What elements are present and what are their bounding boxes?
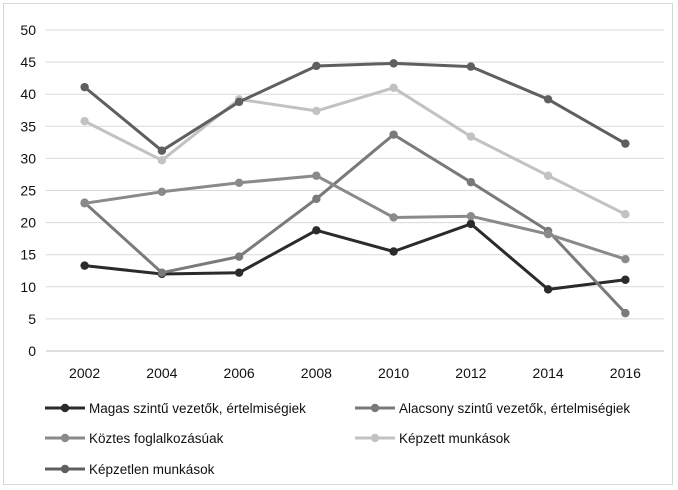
data-point	[80, 82, 89, 92]
data-point	[157, 268, 167, 277]
series-line	[84, 222, 626, 291]
data-point	[389, 83, 398, 92]
legend-item: Köztes foglalkozásúak	[45, 431, 224, 446]
y-tick-label: 50	[20, 22, 36, 38]
data-point	[466, 211, 476, 221]
series-1	[80, 219, 630, 294]
legend-label: Magas szintű vezetők, értelmiségiek	[89, 401, 306, 416]
legend-label: Köztes foglalkozásúak	[89, 431, 224, 446]
series-line	[83, 86, 627, 216]
y-tick-label: 20	[20, 215, 36, 231]
data-point	[543, 229, 553, 239]
legend-swatch-marker	[370, 403, 380, 413]
y-tick-label: 0	[28, 343, 36, 359]
y-tick-label: 5	[28, 311, 36, 327]
x-tick-label: 2002	[69, 365, 100, 381]
x-tick-label: 2006	[224, 365, 255, 381]
legend-swatch-marker	[60, 433, 70, 443]
series-line	[83, 61, 627, 153]
series-5	[80, 59, 630, 155]
data-point	[157, 156, 167, 165]
data-point	[621, 210, 630, 219]
data-point	[621, 275, 630, 284]
data-point	[80, 116, 89, 126]
data-point	[389, 130, 398, 139]
data-point	[621, 139, 630, 148]
data-point	[466, 132, 476, 141]
data-point	[466, 219, 476, 229]
data-point	[621, 308, 630, 318]
x-tick-label: 2008	[301, 365, 332, 381]
y-tick-label: 35	[20, 118, 36, 134]
data-point	[234, 268, 244, 277]
y-tick-label: 15	[20, 247, 36, 263]
series-line	[84, 174, 626, 261]
data-point	[234, 252, 244, 261]
legend-item: Alacsony szintű vezetők, értelmiségiek	[355, 401, 630, 416]
legend-item: Képzetlen munkások	[45, 462, 215, 477]
data-point	[157, 146, 167, 155]
legend-label: Képzetlen munkások	[89, 462, 215, 477]
x-tick-label: 2010	[378, 365, 409, 381]
data-point	[621, 254, 630, 264]
data-point	[389, 59, 398, 68]
legend-item: Képzett munkások	[355, 431, 510, 446]
data-point	[389, 213, 398, 222]
y-tick-label: 10	[20, 279, 36, 295]
data-point	[234, 178, 244, 187]
legend-swatch-marker	[60, 403, 70, 413]
legend: Magas szintű vezetők, értelmiségiek Alacs…	[45, 401, 630, 477]
data-point	[234, 97, 244, 107]
series-line	[83, 133, 627, 315]
y-axis: 0 5 10 15 20 25 30 35 40 45 50	[20, 22, 36, 359]
legend-label: Képzett munkások	[399, 431, 510, 446]
legend-swatch-marker	[60, 464, 70, 474]
data-point	[543, 95, 553, 104]
legend-label: Alacsony szintű vezetők, értelmiségiek	[399, 401, 630, 416]
grid	[46, 29, 664, 352]
data-point	[466, 177, 476, 187]
legend-swatch-marker	[370, 433, 380, 443]
data-point	[312, 194, 321, 204]
x-tick-label: 2016	[610, 365, 641, 381]
y-tick-label: 25	[20, 183, 36, 199]
series-group	[80, 59, 630, 318]
data-point	[80, 261, 89, 270]
data-point	[312, 106, 321, 116]
y-tick-label: 30	[20, 150, 36, 166]
data-point	[389, 247, 398, 256]
x-axis: 2002 2004 2006 2008 2010 2012 2014 2016	[69, 365, 641, 381]
legend-item: Magas szintű vezetők, értelmiségiek	[45, 401, 306, 416]
x-tick-label: 2004	[146, 365, 177, 381]
series-3	[80, 171, 630, 264]
data-point	[543, 171, 553, 180]
y-tick-label: 45	[20, 54, 36, 70]
x-tick-label: 2014	[533, 365, 564, 381]
data-point	[157, 187, 167, 196]
data-point	[466, 62, 476, 71]
data-point	[312, 61, 321, 71]
x-tick-label: 2012	[455, 365, 486, 381]
data-point	[543, 285, 553, 294]
data-point	[312, 171, 321, 180]
data-point	[312, 226, 321, 235]
data-point	[80, 199, 89, 208]
y-tick-label: 40	[20, 86, 36, 102]
